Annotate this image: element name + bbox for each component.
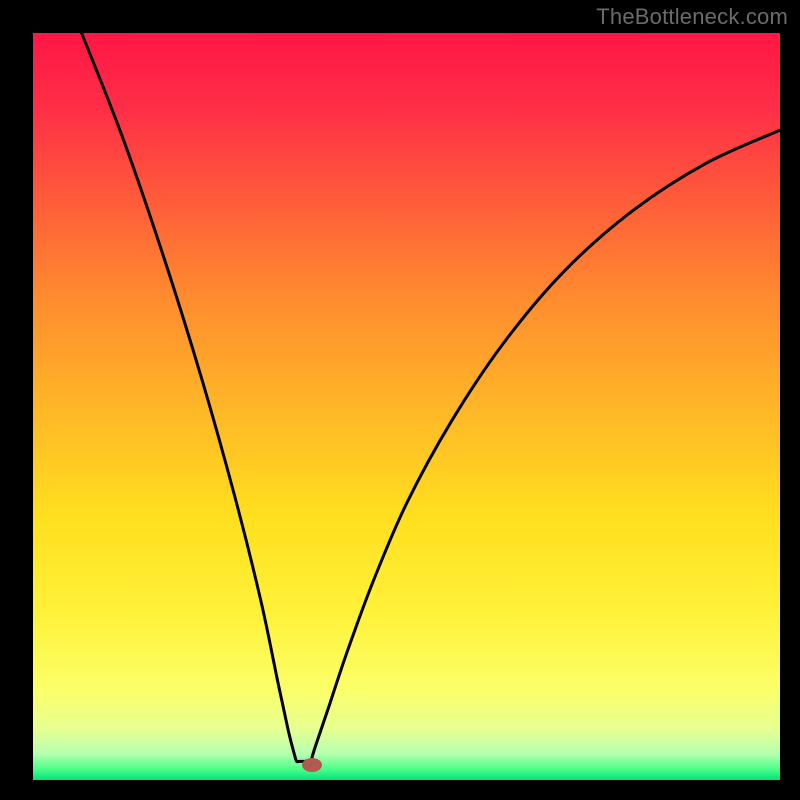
chart-frame: TheBottleneck.com xyxy=(0,0,800,800)
plot-area xyxy=(33,33,780,780)
watermark-text: TheBottleneck.com xyxy=(596,4,788,30)
bottleneck-curve xyxy=(33,33,780,780)
optimum-marker xyxy=(302,758,322,772)
